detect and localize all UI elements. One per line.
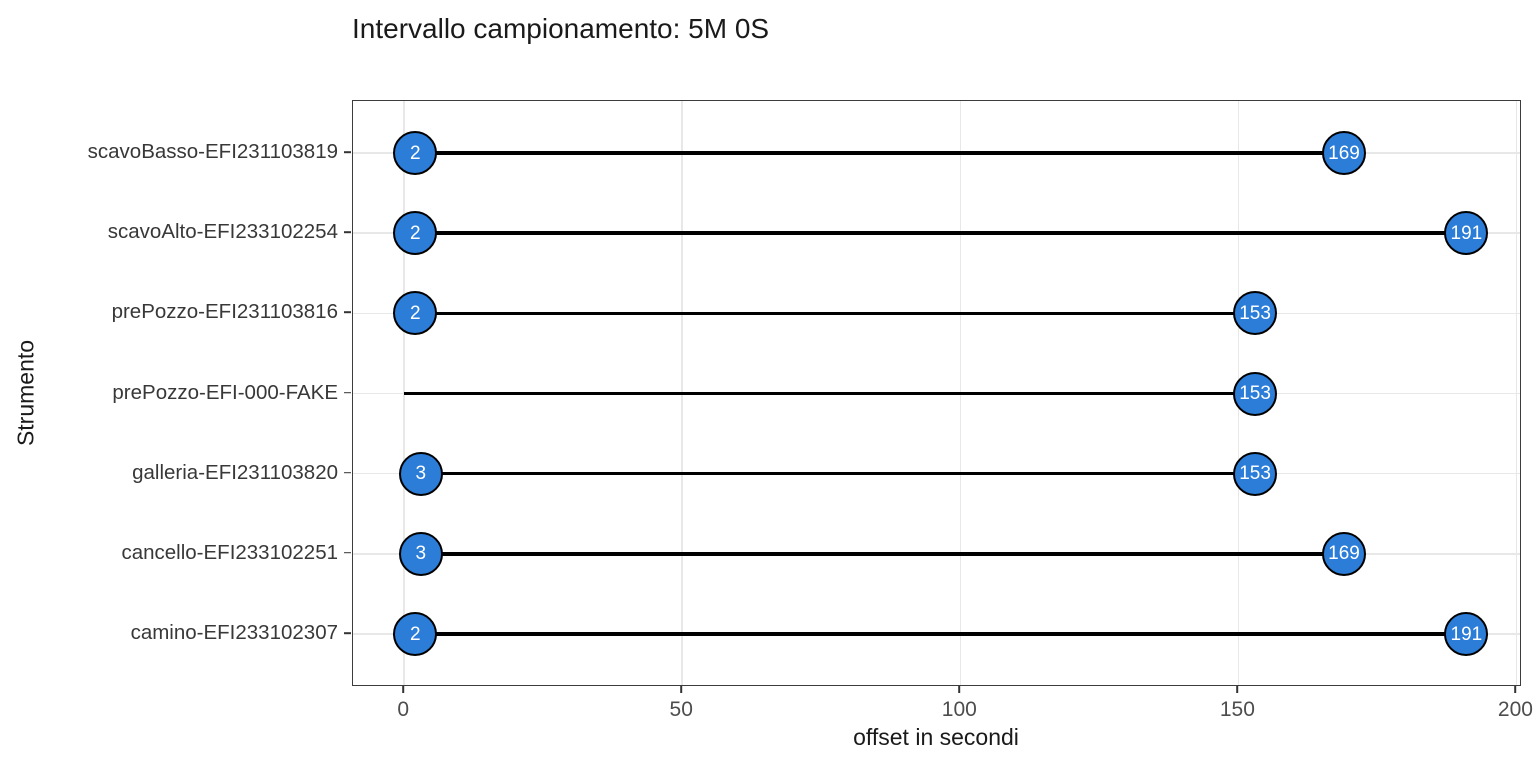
start-point: 3	[398, 451, 443, 496]
y-tick-label: galleria-EFI231103820	[132, 460, 338, 484]
x-tick-mark	[958, 686, 961, 693]
start-point: 2	[393, 131, 438, 175]
y-tick-mark	[344, 552, 351, 554]
y-tick-label: scavoAlto-EFI233102254	[107, 220, 338, 244]
y-tick-mark	[344, 231, 351, 233]
x-tick-mark	[402, 686, 404, 693]
x-tick-label: 50	[669, 698, 693, 721]
dumbbell-segment	[415, 151, 1345, 155]
start-point: 2	[393, 291, 438, 336]
y-tick-mark	[344, 471, 351, 474]
end-point: 169	[1322, 531, 1367, 576]
y-tick-mark	[344, 311, 351, 314]
x-tick-mark	[680, 686, 683, 693]
plot-panel: 2 169 2 191 2 153 153 3 153 3 169 2 191	[352, 100, 1521, 686]
start-point: 3	[398, 531, 443, 576]
end-point: 153	[1233, 371, 1278, 416]
dumbbell-segment	[415, 311, 1256, 316]
y-tick-label: prePozzo-EFI231103816	[111, 300, 338, 324]
x-tick-mark	[1514, 686, 1517, 693]
dumbbell-segment	[415, 632, 1467, 636]
y-tick-label: scavoBasso-EFI231103819	[87, 140, 338, 163]
end-point: 191	[1444, 211, 1489, 256]
y-tick-mark	[344, 391, 351, 394]
dumbbell-segment	[404, 391, 1256, 396]
x-tick-label: 150	[1219, 698, 1255, 721]
x-tick-label: 0	[397, 698, 409, 721]
end-point: 153	[1233, 291, 1278, 336]
chart-title: Intervallo campionamento: 5M 0S	[352, 13, 770, 44]
y-tick-label: cancello-EFI233102251	[121, 540, 338, 564]
end-point: 153	[1233, 451, 1278, 496]
x-tick-label: 100	[941, 698, 977, 721]
y-tick-label: camino-EFI233102307	[130, 621, 338, 645]
end-point: 169	[1322, 131, 1367, 175]
start-point: 2	[393, 612, 438, 657]
start-point: 2	[393, 211, 438, 256]
x-axis-title: offset in secondi	[853, 724, 1019, 750]
y-tick-mark	[344, 632, 351, 634]
x-tick-label: 200	[1497, 698, 1533, 721]
dumbbell-segment	[420, 552, 1345, 556]
y-axis-title: Strumento	[12, 339, 39, 447]
y-tick-mark	[344, 151, 351, 153]
dumbbell-segment	[415, 231, 1467, 235]
y-tick-label: prePozzo-EFI-000-FAKE	[112, 380, 338, 404]
x-tick-mark	[1236, 686, 1239, 693]
end-point: 191	[1444, 612, 1489, 657]
dumbbell-segment	[420, 471, 1256, 476]
